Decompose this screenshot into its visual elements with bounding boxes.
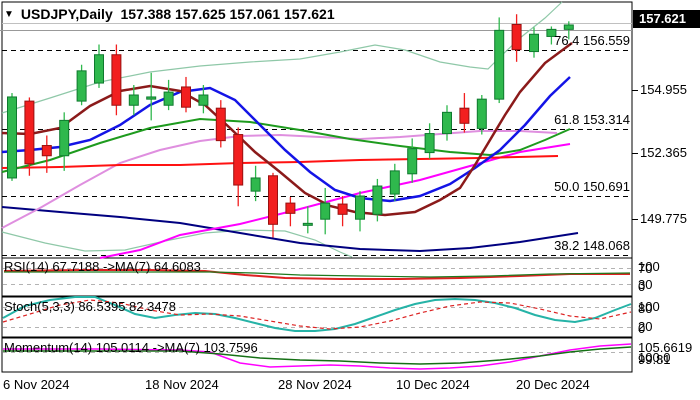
candle-body [320, 202, 331, 220]
candle-body [198, 94, 209, 106]
panel-frame-1 [1, 257, 633, 297]
panel-frame-2 [1, 296, 633, 338]
fib-label-38.2: 38.2 148.068 [554, 238, 630, 253]
candle-body [163, 91, 174, 106]
candle-body [250, 177, 261, 192]
candle-body [546, 28, 557, 37]
candle-body [285, 202, 296, 214]
candle-body [529, 33, 539, 53]
candle-body [355, 195, 365, 220]
time-axis-label: 6 Nov 2024 [3, 377, 70, 392]
candle-body [59, 119, 70, 157]
panel-frame-3 [1, 337, 633, 373]
time-axis-label: 10 Dec 2024 [396, 377, 470, 392]
momentum-signal [3, 346, 632, 365]
symbol-period: USDJPY,Daily [20, 6, 113, 22]
band-upper [1, 1, 563, 114]
candle-body [215, 107, 226, 142]
stochastic-axis-label: 20 [638, 319, 653, 334]
candle-body [337, 203, 348, 215]
chart-title: ▼ USDJPY,Daily 157.388 157.625 157.061 15… [4, 6, 335, 22]
price-axis[interactable] [633, 0, 700, 373]
symbol-dropdown-icon[interactable]: ▼ [4, 9, 14, 20]
fib-label-50.0: 50.0 150.691 [554, 179, 630, 194]
ma-blue [1, 76, 571, 203]
candle-body [372, 185, 383, 215]
rsi-axis-label: 70 [638, 261, 653, 276]
price-axis-label: 154.955 [640, 82, 687, 97]
candle-body [41, 145, 52, 157]
candle-body [111, 54, 122, 106]
candle-body [424, 133, 435, 154]
time-axis-label: 20 Dec 2024 [516, 377, 590, 392]
price-axis-label: 149.775 [640, 211, 687, 226]
candle-body [94, 54, 104, 84]
current-price-badge: 157.621 [633, 10, 700, 28]
candle-body [24, 100, 35, 165]
candle-body [128, 94, 139, 106]
stochastic-axis-label: 0 [638, 321, 646, 336]
candle-body [407, 148, 418, 175]
time-axis-label: 18 Nov 2024 [145, 377, 219, 392]
candle-body [389, 170, 400, 195]
rsi-axis-label: 0 [638, 279, 646, 294]
candle-body [459, 107, 470, 124]
candle-body [511, 23, 522, 51]
candle-body [476, 98, 487, 129]
candle-body [181, 86, 191, 108]
fib-label-61.8: 61.8 153.314 [554, 112, 630, 127]
candle-body [563, 24, 574, 30]
band-lower [1, 229, 353, 258]
ma-plum [1, 130, 558, 229]
candle-body [302, 222, 313, 226]
fib-label-76.4: 76.4 156.559 [554, 33, 630, 48]
momentum-axis-label: 105.6619 [638, 340, 693, 355]
candle-body [268, 175, 278, 225]
momentum-axis-label: 99.81 [638, 352, 671, 367]
momentum-axis-label: 100.0 [638, 350, 671, 365]
candle-body [146, 96, 157, 100]
momentum-label: Momentum(14) 105.0114 ->MA(7) 103.7596 [4, 340, 258, 355]
ma-green [1, 117, 571, 173]
ma-magenta [99, 143, 571, 259]
rsi-line [3, 269, 630, 280]
stoch-main [2, 296, 632, 332]
candle-body [233, 134, 244, 186]
ma-navy [1, 206, 579, 253]
rsi-axis-label: 100 [638, 259, 660, 274]
rsi-signal [4, 271, 631, 278]
candle-body [442, 111, 452, 135]
stochastic-axis-label: 80 [638, 301, 653, 316]
candle-body [494, 29, 505, 100]
time-axis[interactable] [0, 373, 700, 400]
stoch-signal [2, 299, 632, 330]
rsi-axis-label: 30 [638, 277, 653, 292]
price-axis-label: 152.365 [640, 145, 687, 160]
ohlc-quote: 157.388 157.625 157.061 157.621 [120, 6, 335, 22]
candle-body [7, 96, 17, 179]
candle-body [76, 70, 87, 102]
rsi-label: RSI(14) 67.7188 ->MA(7) 64.6083 [4, 259, 201, 274]
stochastic-axis-label: 100 [638, 299, 660, 314]
stochastic-label: Stoch(5,3,3) 86.5395 82.3478 [4, 299, 177, 314]
time-axis-label: 28 Nov 2024 [278, 377, 352, 392]
